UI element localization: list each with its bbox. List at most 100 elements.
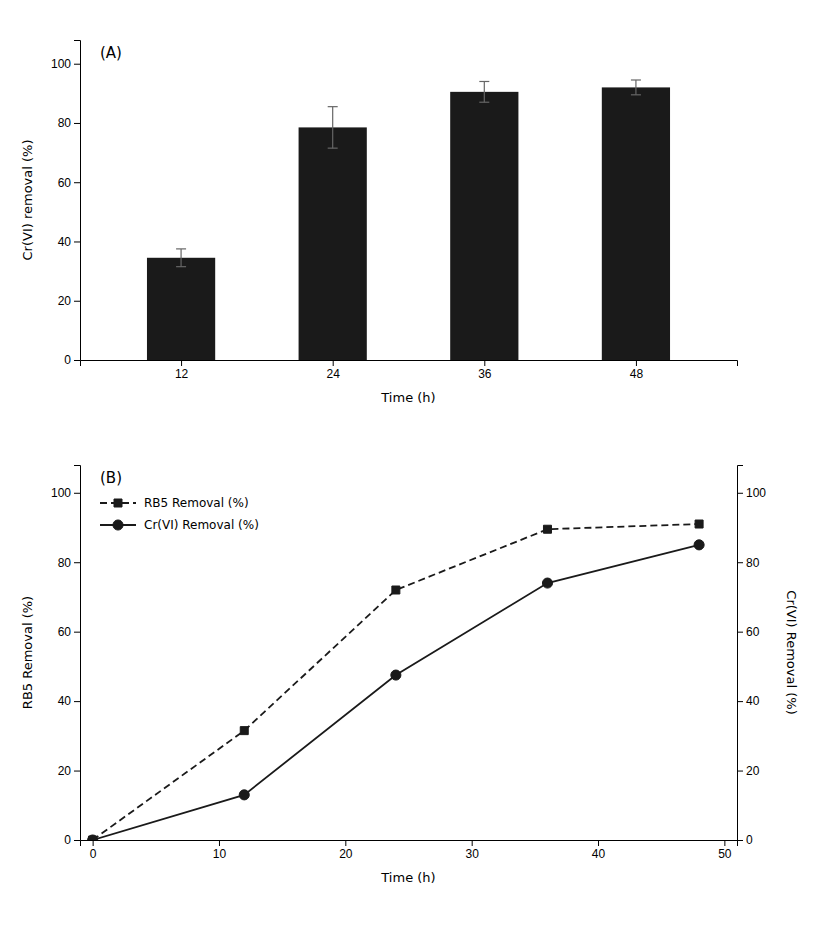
y2-axis-tick: 100	[737, 486, 766, 500]
x-axis-tick: 36	[478, 360, 492, 381]
legend-entry: RB5 Removal (%)	[100, 496, 249, 510]
y2-axis-tick-mark	[737, 493, 743, 494]
x-axis-tick-label: 0	[90, 847, 97, 861]
error-bar	[631, 80, 641, 95]
x-axis-tick: 50	[718, 840, 732, 861]
marker	[392, 586, 400, 594]
y2-axis-tick: 60	[737, 625, 760, 639]
x-axis-tick: 0	[90, 840, 97, 861]
y-axis-tick: 0	[64, 353, 80, 367]
y2-axis-tick-label: 80	[746, 556, 760, 570]
x-axis-tick-label: 50	[718, 847, 732, 861]
error-bar-cap	[176, 266, 186, 267]
y-axis: 0 20 40 60 80 100	[51, 466, 81, 848]
figure: 12243648020406080100Time (h)Cr(VI) remov…	[0, 0, 827, 936]
x-axis-tick-mark	[484, 360, 485, 366]
y-axis-tick: 20	[58, 764, 80, 778]
bar	[299, 127, 367, 360]
y-axis-tick: 60	[58, 176, 80, 190]
annotation: (A)	[100, 44, 122, 62]
panel: 12 24 36 48 0 20 40 60 80 100 Time (h) Cr(VI) remov…	[20, 41, 738, 406]
y-axis-tick-label: 80	[58, 556, 72, 570]
y-axis-line	[74, 41, 81, 361]
x-axis-tick-mark	[598, 840, 599, 846]
y-axis: 0 20 40 60 80 100	[51, 41, 81, 368]
x-axis-line	[81, 841, 738, 847]
y-axis-tick-mark	[74, 64, 80, 65]
x-axis-tick-label: 10	[213, 847, 227, 861]
y-axis-tick: 0	[64, 833, 80, 847]
error-bar-cap	[328, 148, 338, 149]
y-axis-line	[74, 466, 81, 841]
line	[93, 545, 699, 840]
bar	[147, 258, 215, 360]
y2-axis: 0 20 40 60 80 100	[737, 466, 766, 848]
x-axis-tick-label: 36	[478, 367, 492, 381]
y-axis-tick-label: 0	[64, 833, 71, 847]
error-bar-stem	[484, 81, 485, 102]
y2-axis-tick-mark	[737, 840, 743, 841]
y-axis-tick-mark	[74, 632, 80, 633]
x-axis-tick-label: 20	[339, 847, 353, 861]
x-axis-tick-mark	[472, 840, 473, 846]
marker	[695, 520, 703, 528]
x-axis-tick-mark	[636, 360, 637, 366]
marker	[239, 790, 249, 800]
y2-axis-tick-label: 20	[746, 764, 760, 778]
y-axis-tick-mark	[74, 360, 80, 361]
x-axis: 01020304050	[81, 840, 738, 861]
y-axis-tick-label: 20	[58, 764, 72, 778]
x-axis-tick-label: 24	[327, 367, 341, 381]
x-axis-tick-label: 12	[175, 367, 189, 381]
y2-axis-tick-label: 0	[746, 833, 753, 847]
y-axis-title: Cr(VI) removal (%)	[20, 140, 35, 261]
y2-axis-title: Cr(VI) Removal (%)	[784, 590, 799, 714]
marker	[88, 835, 98, 840]
y-axis-tick: 100	[51, 486, 80, 500]
y-axis-tick-mark	[74, 182, 80, 183]
y2-axis-tick-mark	[737, 701, 743, 702]
x-axis-tick-mark	[724, 840, 725, 846]
error-bar-cap	[328, 106, 338, 107]
y-axis-title: RB5 Removal (%)	[20, 596, 35, 709]
legend: RB5 Removal (%) Cr(VI) Removal (%)	[100, 496, 259, 532]
y-axis-tick: 80	[58, 556, 80, 570]
x-axis-tick-mark	[219, 840, 220, 846]
y-axis-tick-mark	[74, 840, 80, 841]
plot-area	[147, 80, 670, 360]
line	[93, 524, 699, 840]
y-axis-tick-label: 100	[51, 57, 71, 71]
y-axis-tick-label: 80	[58, 116, 72, 130]
annotation: (B)	[100, 469, 122, 487]
bar	[602, 87, 670, 360]
error-bar	[176, 249, 186, 267]
y-axis-tick-label: 100	[51, 486, 71, 500]
x-axis-tick-mark	[333, 360, 334, 366]
y-axis-tick: 20	[58, 294, 80, 308]
marker	[543, 525, 551, 533]
x-axis-title: Time (h)	[380, 390, 435, 405]
y-axis-tick-mark	[74, 771, 80, 772]
y2-axis-line	[738, 466, 744, 841]
error-bar-cap	[479, 102, 489, 103]
x-axis-line	[81, 361, 738, 367]
error-bar-stem	[635, 80, 636, 95]
y-axis-tick-label: 20	[58, 294, 72, 308]
y2-axis-tick-label: 60	[746, 625, 760, 639]
bar	[450, 92, 518, 360]
error-bar-stem	[332, 107, 333, 148]
x-axis-tick-mark	[181, 360, 182, 366]
y-axis-tick-label: 40	[58, 694, 72, 708]
y2-axis-tick-mark	[737, 562, 743, 563]
y-axis-tick: 60	[58, 625, 80, 639]
legend-entry: Cr(VI) Removal (%)	[100, 518, 259, 532]
y2-axis-tick-label: 40	[746, 694, 760, 708]
x-axis-tick: 48	[630, 360, 644, 381]
y-axis-tick: 40	[58, 235, 80, 249]
y-axis-tick-mark	[74, 241, 80, 242]
y2-axis-tick-label: 100	[746, 486, 766, 500]
marker	[391, 670, 401, 680]
legend-label: RB5 Removal (%)	[144, 496, 249, 510]
x-axis-tick: 24	[327, 360, 341, 381]
x-axis-tick: 20	[339, 840, 353, 861]
